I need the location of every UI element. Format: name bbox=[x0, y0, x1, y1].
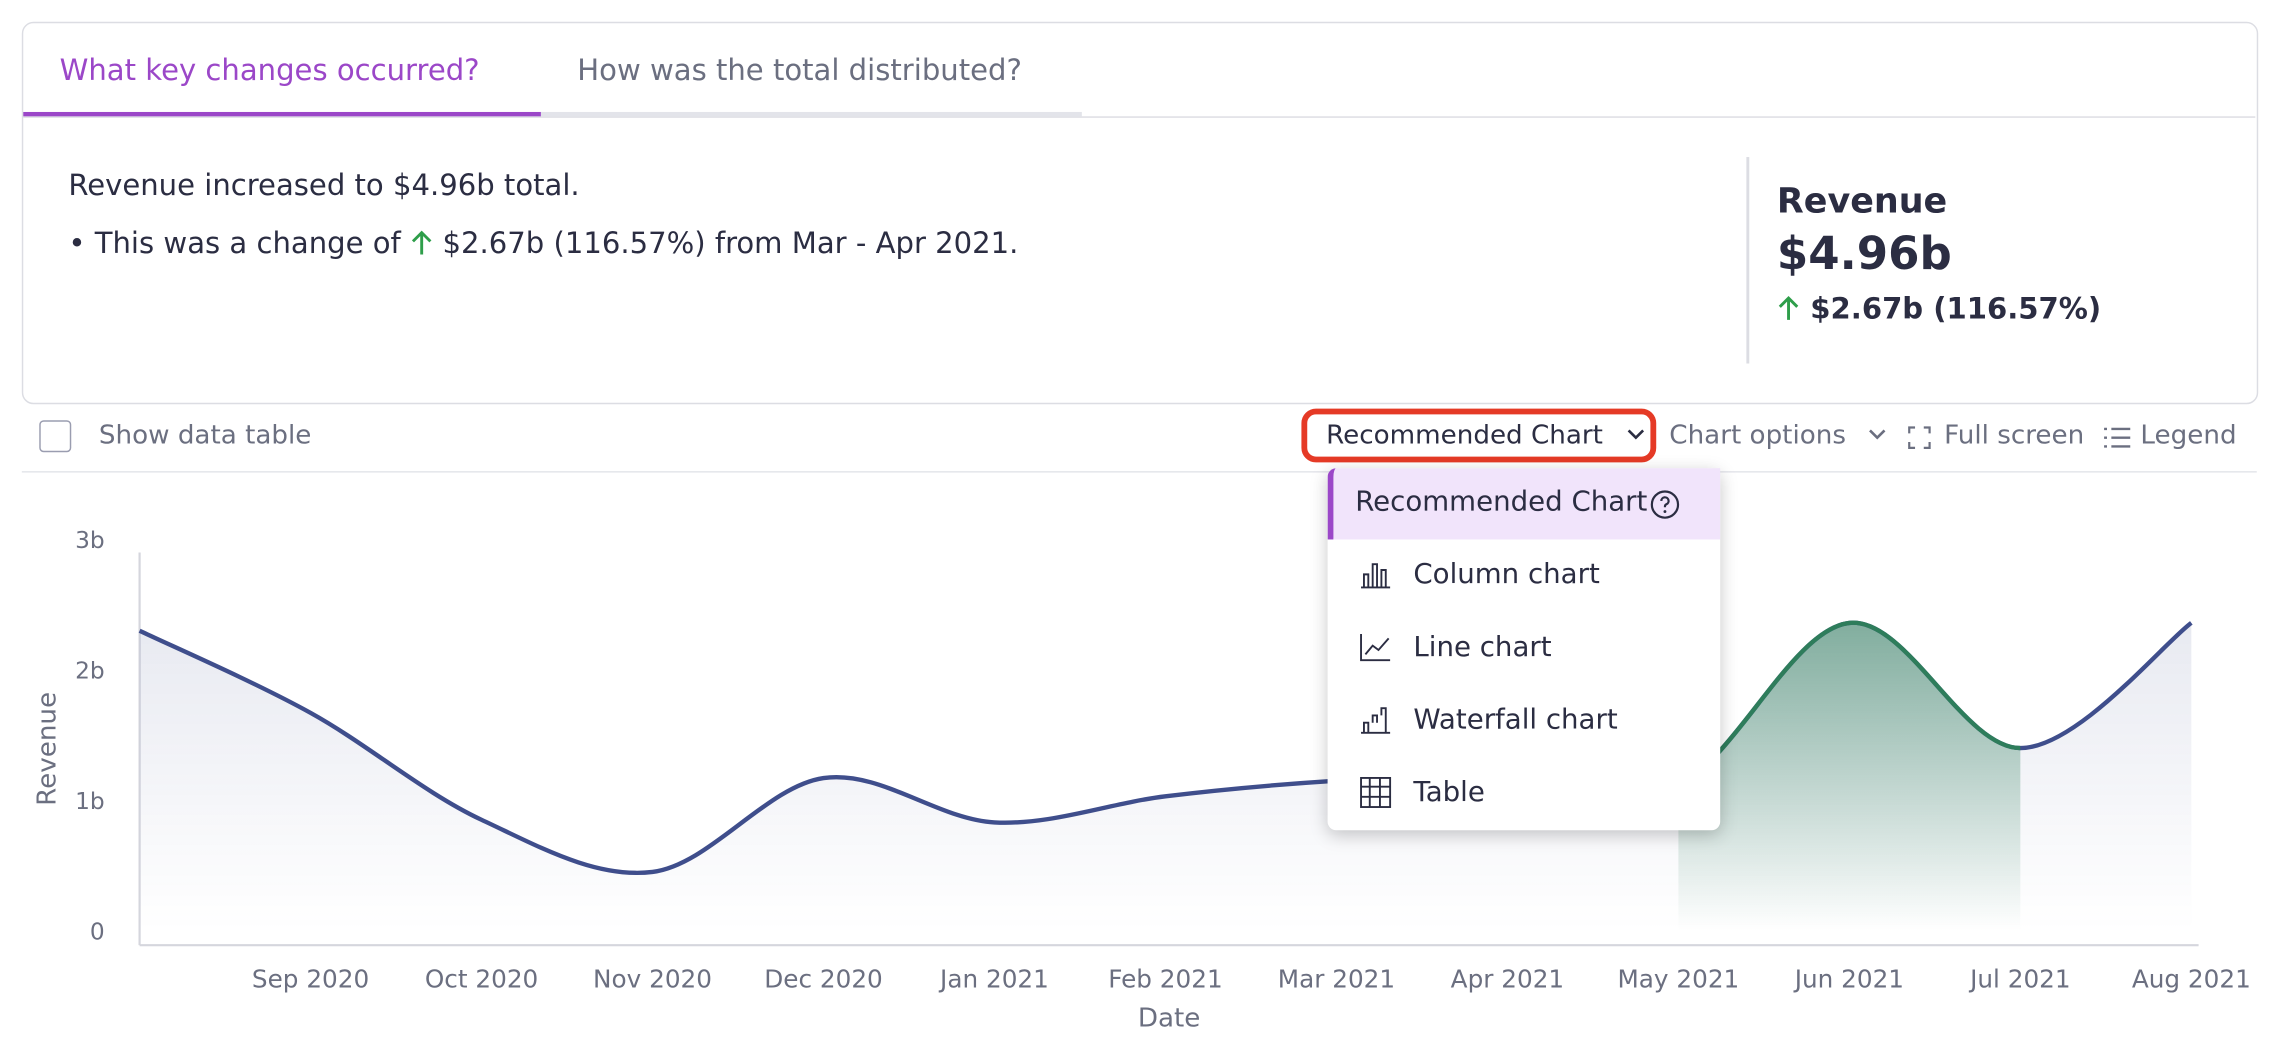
x-tick-label: Aug 2021 bbox=[2132, 964, 2251, 993]
menu-item[interactable]: Table bbox=[1413, 776, 1485, 809]
menu-selected bbox=[1327, 468, 1721, 540]
waterfall-icon bbox=[1361, 707, 1391, 734]
x-tick-label: Jul 2021 bbox=[1968, 964, 2071, 993]
chevron bbox=[1869, 429, 1886, 440]
chevron bbox=[1627, 429, 1645, 440]
summary-bullet: • This was a change of $2.67b (116.57%) … bbox=[68, 225, 1018, 260]
column-icon bbox=[1361, 563, 1391, 589]
chart: 0 1b 2b 3b Sep 2020 Oct 2020 Nov 2020 Dec 2020 J… bbox=[32, 527, 2251, 1034]
line-icon bbox=[1360, 633, 1391, 662]
x-tick-label: Nov 2020 bbox=[593, 964, 712, 993]
y-axis-label: Revenue bbox=[32, 692, 62, 806]
area-group bbox=[139, 622, 2192, 931]
chart-select-button[interactable] bbox=[1301, 408, 1657, 463]
menu-item[interactable]: Waterfall chart bbox=[1413, 703, 1618, 736]
insight-card bbox=[21, 21, 2259, 405]
kpi-value: $4.96b bbox=[1776, 228, 1952, 281]
checkbox[interactable] bbox=[39, 420, 72, 453]
chart-type-menu: Recommended Chart Column chart Line char… bbox=[1327, 468, 1721, 831]
chart-select-label[interactable]: Recommended Chart bbox=[1326, 420, 1603, 451]
x-tick-label: Feb 2021 bbox=[1108, 964, 1222, 993]
divider bbox=[23, 116, 2256, 118]
divider bbox=[21, 471, 2257, 473]
area bbox=[139, 622, 2192, 931]
text: $2.67b (116.57%) bbox=[1810, 290, 2102, 326]
x-tick-label: Jun 2021 bbox=[1793, 964, 1904, 993]
summary-headline: Revenue increased to $4.96b total. bbox=[68, 167, 580, 203]
legend-icon bbox=[2104, 427, 2131, 448]
x-tick-label: Apr 2021 bbox=[1451, 964, 1564, 993]
y-tick-label: 2b bbox=[75, 658, 105, 685]
menu-item[interactable]: Column chart bbox=[1413, 558, 1600, 591]
full-screen[interactable]: Full screen bbox=[1944, 420, 2085, 451]
y-tick-label: 1b bbox=[75, 788, 105, 815]
tab-underline bbox=[23, 111, 541, 117]
up-arrow bbox=[1778, 296, 1799, 320]
menu-item[interactable]: Line chart bbox=[1413, 631, 1552, 664]
kpi-title: Revenue bbox=[1776, 180, 1948, 222]
x-tick-label: Dec 2020 bbox=[764, 964, 883, 993]
fullscreen-icon bbox=[1908, 426, 1931, 449]
checkbox-label[interactable]: Show data table bbox=[98, 420, 312, 451]
up-arrow bbox=[411, 230, 432, 255]
chart-options[interactable]: Chart options bbox=[1669, 420, 1846, 451]
divider bbox=[1746, 157, 1750, 364]
kpi-change: $2.67b (116.57%) bbox=[1777, 291, 2101, 326]
tab[interactable]: How was the total distributed? bbox=[577, 52, 1022, 88]
table-icon bbox=[1360, 776, 1392, 808]
x-axis-label: Date bbox=[1138, 1004, 1201, 1034]
tab[interactable]: What key changes occurred? bbox=[59, 52, 480, 88]
x-tick-label: Jan 2021 bbox=[938, 964, 1049, 993]
text: • This was a change of bbox=[68, 225, 401, 261]
help-icon bbox=[1650, 490, 1680, 519]
legend-button[interactable]: Legend bbox=[2140, 420, 2237, 451]
y-tick-label: 0 bbox=[90, 918, 105, 945]
x-tick-label: Mar 2021 bbox=[1278, 964, 1395, 993]
tab-underline bbox=[540, 111, 1082, 117]
x-tick-label: Sep 2020 bbox=[252, 964, 369, 993]
x-tick-label: May 2021 bbox=[1617, 964, 1739, 993]
y-tick-label: 3b bbox=[75, 527, 105, 554]
text: $2.67b (116.57%) from Mar - Apr 2021. bbox=[442, 225, 1019, 261]
x-tick-label: Oct 2020 bbox=[425, 964, 538, 993]
menu-item[interactable]: Recommended Chart bbox=[1355, 485, 1648, 518]
